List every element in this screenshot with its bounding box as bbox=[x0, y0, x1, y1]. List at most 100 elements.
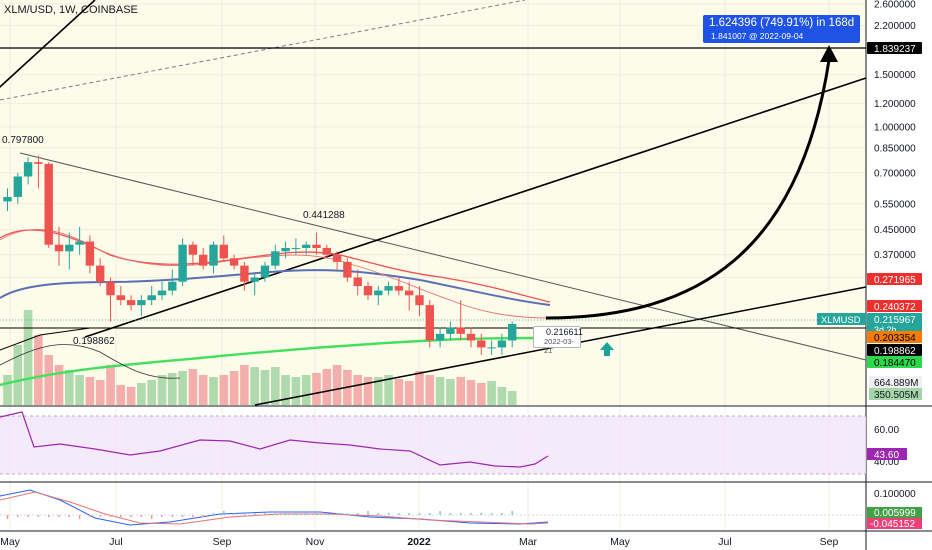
volume-bar bbox=[34, 335, 43, 405]
volume-bar bbox=[137, 383, 146, 405]
volume-bar bbox=[188, 369, 198, 405]
volume-bar bbox=[168, 373, 177, 405]
price-label-text: 0.198862 bbox=[874, 346, 916, 357]
candle-body bbox=[240, 265, 249, 282]
candle-body bbox=[250, 277, 259, 282]
candle-body bbox=[384, 286, 393, 291]
price-label-bg bbox=[867, 331, 922, 343]
price-tick-label: 0.550000 bbox=[874, 199, 916, 210]
symbol-tag-bg bbox=[817, 313, 866, 325]
rsi-line bbox=[0, 411, 549, 468]
candle-body bbox=[96, 265, 105, 282]
time-tick-label: Mar bbox=[519, 536, 538, 548]
time-tick-label: May bbox=[610, 536, 631, 548]
rsi-tick-label: 40.00 bbox=[874, 457, 899, 468]
trendline-dashed bbox=[0, 0, 526, 101]
price-label: 0.271965 bbox=[867, 273, 922, 286]
candle-body bbox=[75, 241, 84, 245]
volume-label-bg bbox=[869, 388, 922, 400]
price-label-bg bbox=[867, 344, 922, 356]
candle-body bbox=[394, 286, 404, 291]
volume-bar bbox=[3, 375, 12, 405]
candle-body bbox=[291, 247, 301, 249]
time-tick-label: Jul bbox=[718, 536, 731, 548]
volume-bar bbox=[404, 381, 414, 405]
candle-body bbox=[106, 281, 115, 296]
macd-tick-label: 0.100000 bbox=[874, 489, 916, 500]
volume-label: 664.889M bbox=[874, 378, 918, 389]
time-tick-label: Sep bbox=[213, 536, 232, 548]
price-label-text: 1.839237 bbox=[874, 44, 916, 55]
volume-bar bbox=[240, 365, 249, 405]
price-label-text: 0.240372 bbox=[874, 302, 916, 313]
candle-body bbox=[477, 340, 486, 348]
price-tick-label: 0.370000 bbox=[874, 250, 916, 261]
price-label-sub: 3d 2h bbox=[874, 325, 897, 335]
price-label-text: 0.271965 bbox=[874, 275, 916, 286]
price-annotation: 0.441288 bbox=[303, 210, 345, 221]
volume-bar bbox=[446, 379, 455, 405]
volume-bar bbox=[116, 385, 126, 405]
volume-bar bbox=[312, 373, 321, 405]
signal-value-bg bbox=[867, 518, 922, 529]
volume-bar bbox=[456, 377, 465, 405]
volume-bar bbox=[322, 369, 332, 405]
candle-body bbox=[44, 163, 53, 245]
candle-body bbox=[34, 162, 43, 164]
volume-bar bbox=[394, 379, 404, 405]
candle-body bbox=[456, 327, 465, 334]
price-tick-label: 2.200000 bbox=[874, 21, 916, 32]
time-tick-label: Sep bbox=[820, 536, 839, 548]
candle-body bbox=[65, 244, 74, 252]
candle-body bbox=[157, 290, 167, 296]
volume-bar bbox=[126, 387, 136, 405]
volume-bar bbox=[466, 380, 476, 405]
candles bbox=[3, 155, 517, 355]
candle-body bbox=[487, 347, 496, 349]
candle-body bbox=[85, 241, 95, 266]
volume-bar bbox=[54, 365, 64, 405]
time-tick-label: 2022 bbox=[407, 536, 431, 548]
candle-body bbox=[168, 281, 177, 291]
macd-pane: 0.100000 0.005999-0.045152 bbox=[0, 489, 922, 530]
volume-bar bbox=[85, 377, 95, 405]
candle-body bbox=[497, 340, 507, 348]
time-tick-label: May bbox=[0, 536, 21, 548]
candle-body bbox=[23, 162, 33, 177]
candle-body bbox=[466, 333, 476, 341]
price-tick-label: 0.850000 bbox=[874, 143, 916, 154]
rsi-value-label: 43.60 bbox=[874, 450, 899, 461]
candle-body bbox=[199, 254, 208, 266]
volume-label-bg bbox=[869, 376, 922, 388]
volume-label: 350.505M bbox=[874, 390, 918, 401]
price-label-bg bbox=[867, 356, 922, 368]
price-label-bg bbox=[867, 42, 922, 54]
volume-bar bbox=[106, 365, 115, 405]
volume-bar bbox=[13, 345, 23, 405]
candle-body bbox=[116, 295, 125, 301]
rsi-band bbox=[0, 416, 866, 474]
time-tick-label: Jul bbox=[109, 536, 122, 548]
ma-200-line bbox=[0, 336, 551, 387]
candle-body bbox=[209, 244, 218, 266]
volume-bar bbox=[363, 377, 373, 405]
candle-body bbox=[126, 300, 136, 306]
macd-value-label: 0.005999 bbox=[874, 508, 916, 519]
signal-line bbox=[0, 491, 549, 525]
current-price-label: 0.216611 2022-03-21 bbox=[533, 326, 583, 355]
candle-body bbox=[312, 244, 321, 248]
volume-bar bbox=[497, 387, 507, 405]
price-label-text: 0.203354 bbox=[874, 333, 916, 344]
volume-bar bbox=[198, 375, 208, 405]
price-label: 0.198862 bbox=[867, 344, 922, 357]
candle-body bbox=[363, 286, 373, 296]
volume-bar bbox=[477, 383, 486, 405]
ema-slow-line bbox=[0, 269, 551, 306]
candle-body bbox=[271, 251, 280, 266]
candle-body bbox=[147, 295, 156, 301]
current-price-value: 0.216611 bbox=[546, 327, 583, 337]
volume-bar bbox=[281, 375, 290, 405]
